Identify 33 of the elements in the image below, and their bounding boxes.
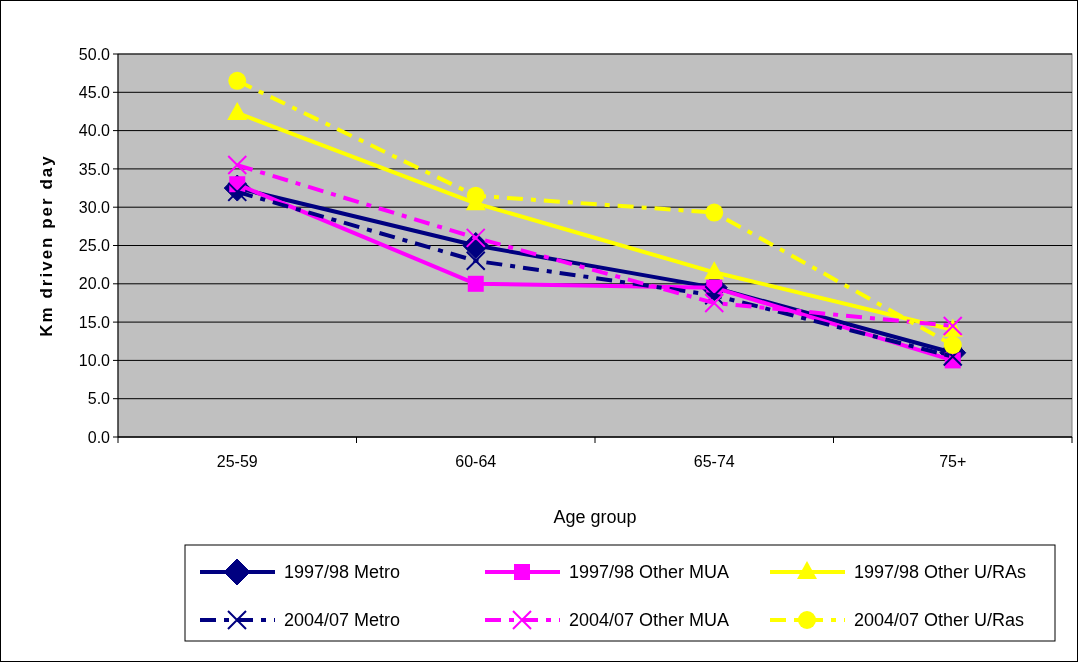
y-tick-label: 15.0 (78, 313, 111, 331)
y-tick-label: 40.0 (78, 122, 111, 140)
legend-label: 2004/07 Metro (284, 610, 401, 631)
legend-label: 2004/07 Other U/Ras (854, 610, 1025, 631)
point (227, 155, 248, 176)
y-tick-label: 30.0 (78, 198, 111, 216)
y-tick-label: 20.0 (78, 275, 111, 293)
y-tick-label: 35.0 (78, 160, 111, 178)
point (942, 346, 963, 367)
point (465, 250, 486, 271)
point (466, 186, 485, 205)
legend-label: 1997/98 Metro (284, 562, 401, 583)
y-tick-label: 5.0 (87, 390, 111, 408)
x-tick-label: 75+ (939, 453, 967, 470)
x-tick-label: 60-64 (455, 453, 497, 470)
legend-label: 1997/98 Other MUA (569, 562, 730, 583)
legend-label: 2004/07 Other MUA (569, 610, 730, 631)
y-tick-label: 25.0 (78, 237, 111, 255)
point (228, 71, 247, 90)
point (705, 203, 724, 222)
y-tick-label: 10.0 (78, 352, 111, 369)
x-axis-title: Age group (553, 507, 637, 527)
y-tick-label: 0.0 (87, 428, 111, 446)
point (943, 336, 962, 355)
point (704, 261, 725, 280)
x-tick-label: 65-74 (693, 453, 735, 470)
x-tick-label: 25-59 (216, 453, 258, 470)
point (467, 275, 484, 292)
y-axis-title: Km driven per day (37, 154, 56, 337)
y-tick-label: 45.0 (78, 83, 111, 101)
point (704, 292, 725, 313)
legend-label: 1997/98 Other U/RAs (854, 562, 1027, 583)
y-tick-label: 50.0 (78, 45, 111, 63)
